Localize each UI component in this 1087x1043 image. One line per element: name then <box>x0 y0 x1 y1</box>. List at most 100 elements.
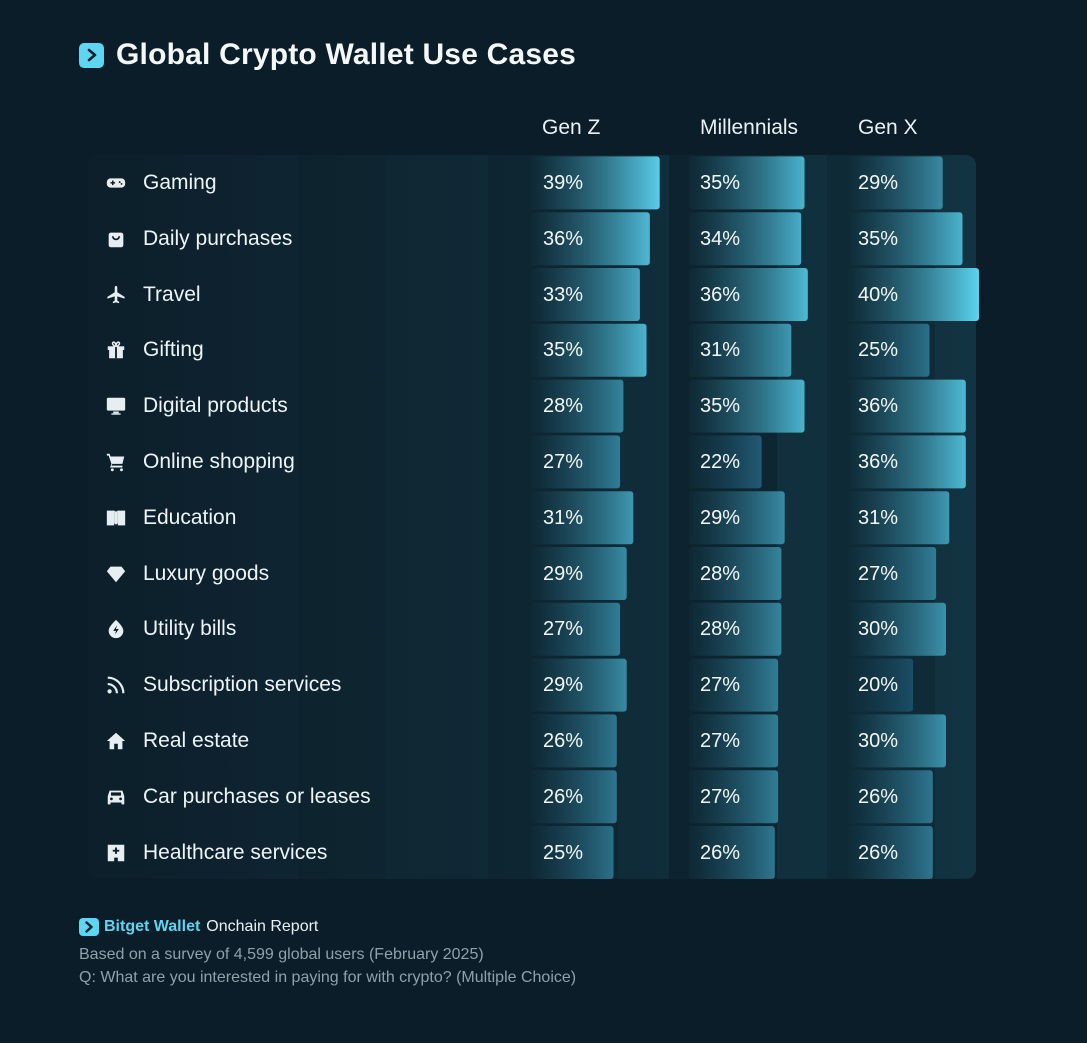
diamond-icon <box>104 562 128 586</box>
value-label: 28% <box>543 395 584 418</box>
rss-feed-icon <box>104 673 128 697</box>
bar-millennials <box>689 714 779 768</box>
category-label: Digital products <box>143 394 288 418</box>
bar-gen-x <box>847 268 979 321</box>
energy-bolt-icon <box>104 617 128 641</box>
bar-millennials <box>689 658 779 712</box>
category-label: Gaming <box>143 170 217 194</box>
bar-gen-z <box>531 714 617 768</box>
bar-gen-z <box>531 547 627 600</box>
value-label: 34% <box>700 227 741 250</box>
value-label: 33% <box>543 283 584 306</box>
value-label: 27% <box>543 618 584 641</box>
value-label: 35% <box>858 227 899 250</box>
airplane-icon <box>104 283 128 307</box>
bar-gen-x <box>847 435 966 489</box>
value-label: 27% <box>700 785 741 808</box>
bar-gen-x <box>847 714 946 768</box>
bar-millennials <box>689 770 779 824</box>
monitor-icon <box>104 394 128 418</box>
category-label: Car purchases or leases <box>143 784 371 808</box>
value-label: 28% <box>700 562 741 585</box>
value-label: 29% <box>543 674 584 697</box>
value-label: 27% <box>858 562 899 585</box>
category-label: Luxury goods <box>143 561 270 585</box>
brand-name: Bitget Wallet <box>104 918 201 935</box>
bar-millennials <box>689 323 792 377</box>
shopping-bag-icon <box>104 227 128 251</box>
bar-gen-z <box>531 379 624 433</box>
value-label: 29% <box>858 171 899 194</box>
value-label: 36% <box>858 395 899 418</box>
value-label: 26% <box>543 785 584 808</box>
gift-icon <box>104 338 128 362</box>
column-header-millennials: Millennials <box>700 116 799 139</box>
value-label: 31% <box>858 506 899 529</box>
value-label: 36% <box>858 450 899 473</box>
car-icon <box>104 785 128 809</box>
category-label: Healthcare services <box>143 840 328 864</box>
bar-millennials <box>689 268 808 321</box>
brand-logo-icon <box>79 918 99 936</box>
bar-gen-z <box>531 323 647 377</box>
bar-gen-x <box>847 826 933 879</box>
category-label: Gifting <box>143 338 204 362</box>
value-label: 35% <box>700 395 741 418</box>
value-label: 30% <box>858 618 899 641</box>
value-label: 27% <box>700 729 741 752</box>
column-header-gen-x: Gen X <box>858 116 918 139</box>
value-label: 31% <box>543 506 584 529</box>
bar-gen-z <box>531 268 640 321</box>
panel-shade-band <box>298 155 385 879</box>
value-label: 22% <box>700 450 741 473</box>
value-label: 36% <box>543 227 584 250</box>
chart-title-group: Global Crypto Wallet Use Cases <box>79 38 576 72</box>
book-icon <box>104 506 128 530</box>
bar-millennials <box>689 602 782 656</box>
category-label: Education <box>143 505 237 529</box>
bar-gen-x <box>847 156 943 210</box>
value-label: 36% <box>700 283 741 306</box>
column-header-gen-z: Gen Z <box>542 116 601 139</box>
value-label: 29% <box>700 506 741 529</box>
bar-gen-x <box>847 547 937 600</box>
bar-gen-z <box>531 826 614 879</box>
house-icon <box>104 729 128 753</box>
value-label: 26% <box>543 729 584 752</box>
value-label: 27% <box>700 674 741 697</box>
value-label: 35% <box>700 171 741 194</box>
bar-gen-x <box>847 491 950 545</box>
hospital-icon <box>104 841 128 865</box>
value-label: 27% <box>543 450 584 473</box>
value-label: 40% <box>858 283 899 306</box>
value-label: 35% <box>543 339 584 362</box>
gamepad-icon <box>104 171 128 195</box>
bar-gen-z <box>531 658 627 712</box>
bar-gen-z <box>531 770 617 824</box>
value-label: 28% <box>700 618 741 641</box>
value-label: 26% <box>858 841 899 864</box>
bar-millennials <box>689 212 802 266</box>
bar-gen-x <box>847 323 930 377</box>
category-label: Subscription services <box>143 673 342 697</box>
bar-gen-x <box>847 212 963 266</box>
question-note: Q: What are you interested in paying for… <box>79 969 577 986</box>
bar-gen-z <box>531 435 621 489</box>
chevron-right-icon <box>79 42 104 68</box>
value-label: 20% <box>858 674 899 697</box>
category-label: Travel <box>143 282 201 306</box>
chart-title: Global Crypto Wallet Use Cases <box>116 38 577 71</box>
value-label: 39% <box>543 171 584 194</box>
category-label: Real estate <box>143 728 250 752</box>
bar-gen-z <box>531 156 660 210</box>
brand-suffix: Onchain Report <box>206 918 319 935</box>
value-label: 31% <box>700 339 741 362</box>
bar-millennials <box>689 547 782 600</box>
category-label: Online shopping <box>143 449 295 473</box>
bar-gen-x <box>847 379 966 433</box>
bar-gen-x <box>847 658 913 712</box>
bar-gen-x <box>847 602 946 656</box>
value-label: 25% <box>858 339 899 362</box>
bar-gen-x <box>847 770 933 824</box>
